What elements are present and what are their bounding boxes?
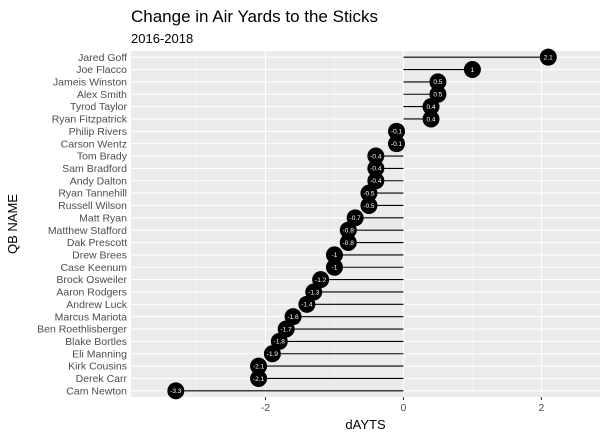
y-tick-label: Ryan Fitzpatrick <box>52 114 128 126</box>
data-point <box>360 196 378 214</box>
y-tick-label: Kirk Cousins <box>68 361 127 373</box>
y-tick-label: Carson Wentz <box>61 138 127 150</box>
x-axis-labels: -2 0 2 <box>261 397 544 414</box>
data-point <box>422 98 440 116</box>
y-axis-title: QB NAME <box>5 194 20 254</box>
data-point <box>167 382 185 400</box>
y-tick-label: Andrew Luck <box>66 299 127 311</box>
points: 2.1 1 0.5 0.5 0.4 0.4 -0.1 -0.1 -0.4 -0.4 -0.4 -0.5… <box>167 48 557 400</box>
data-label: -1.7 <box>281 326 293 333</box>
data-point <box>250 357 268 375</box>
data-label: -0.8 <box>343 227 355 234</box>
y-tick-label: Russell Wilson <box>58 200 127 212</box>
y-tick-label: Alex Smith <box>77 89 127 101</box>
chart-title: Change in Air Yards to the Sticks <box>131 7 378 26</box>
y-tick-label: Jameis Winston <box>53 76 127 88</box>
y-tick-label: Sam Bradford <box>62 163 127 175</box>
plot-panel <box>131 51 600 397</box>
y-tick-label: Cam Newton <box>66 385 127 397</box>
data-label: 1 <box>471 67 475 74</box>
data-label: -0.4 <box>370 178 382 185</box>
y-tick-label: Joe Flacco <box>76 64 127 76</box>
y-tick-label: Drew Brees <box>72 249 127 261</box>
data-point <box>284 308 302 326</box>
data-point <box>429 73 447 91</box>
data-point <box>346 209 364 227</box>
y-tick-label: Jared Goff <box>78 52 127 64</box>
data-point <box>539 48 557 66</box>
y-tick-label: Matt Ryan <box>79 212 127 224</box>
data-label: 0.5 <box>433 92 442 99</box>
data-point <box>305 283 323 301</box>
data-label: -1.2 <box>315 277 327 284</box>
data-point <box>360 184 378 202</box>
data-label: -0.4 <box>370 153 382 160</box>
y-tick-label: Tom Brady <box>77 151 128 163</box>
x-axis-title: dAYTS <box>345 417 386 432</box>
data-point <box>388 122 406 140</box>
y-tick-label: Tyrod Taylor <box>70 101 127 113</box>
data-point <box>429 85 447 103</box>
data-point <box>339 234 357 252</box>
x-tick-label: -2 <box>261 402 270 414</box>
y-tick-label: Eli Manning <box>72 348 127 360</box>
data-point <box>270 332 288 350</box>
y-tick-label: Dak Prescott <box>67 237 127 249</box>
y-tick-label: Matthew Stafford <box>48 225 127 237</box>
y-tick-label: Brock Osweiler <box>56 274 127 286</box>
data-label: -1.4 <box>301 302 313 309</box>
data-label: -3.3 <box>170 388 182 395</box>
data-point <box>250 369 268 387</box>
y-tick-label: Philip Rivers <box>69 126 127 138</box>
y-tick-label: Ben Roethlisberger <box>37 324 127 336</box>
data-label: -1.8 <box>274 339 286 346</box>
chart-subtitle: 2016-2018 <box>131 31 193 46</box>
data-point <box>277 320 295 338</box>
data-label: -2.1 <box>253 363 265 370</box>
data-label: 0.4 <box>426 104 435 111</box>
y-tick-label: Aaron Rodgers <box>56 287 127 299</box>
data-label: -2.1 <box>253 376 265 383</box>
data-point <box>325 246 343 264</box>
data-label: -0.1 <box>391 141 403 148</box>
data-point <box>312 271 330 289</box>
data-point <box>325 258 343 276</box>
x-tick-label: 2 <box>538 402 544 414</box>
data-label: -0.8 <box>343 240 355 247</box>
data-point <box>422 110 440 128</box>
y-tick-label: Blake Bortles <box>65 336 127 348</box>
data-point <box>298 295 316 313</box>
data-label: -0.7 <box>350 215 362 222</box>
y-tick-label: Ryan Tannehill <box>58 188 127 200</box>
data-label: -1 <box>332 265 338 272</box>
data-label: -0.4 <box>370 166 382 173</box>
data-label: 2.1 <box>544 54 553 61</box>
data-label: -1.3 <box>308 289 320 296</box>
data-point <box>339 221 357 239</box>
y-tick-label: Marcus Mariota <box>55 311 128 323</box>
data-label: 0.5 <box>433 79 442 86</box>
data-point <box>463 61 481 79</box>
data-label: -0.5 <box>363 203 375 210</box>
y-tick-label: Derek Carr <box>76 373 128 385</box>
data-point <box>367 172 385 190</box>
x-tick-label: 0 <box>401 402 407 414</box>
data-point <box>367 159 385 177</box>
data-label: -0.1 <box>391 129 403 136</box>
data-point <box>263 345 281 363</box>
data-label: -1 <box>332 252 338 259</box>
data-label: -1.9 <box>267 351 279 358</box>
data-label: -0.5 <box>363 190 375 197</box>
y-tick-label: Case Keenum <box>60 262 127 274</box>
data-label: 0.4 <box>426 116 435 123</box>
data-point <box>367 147 385 165</box>
data-label: -1.6 <box>287 314 299 321</box>
y-tick-label: Andy Dalton <box>70 175 127 187</box>
data-point <box>388 135 406 153</box>
